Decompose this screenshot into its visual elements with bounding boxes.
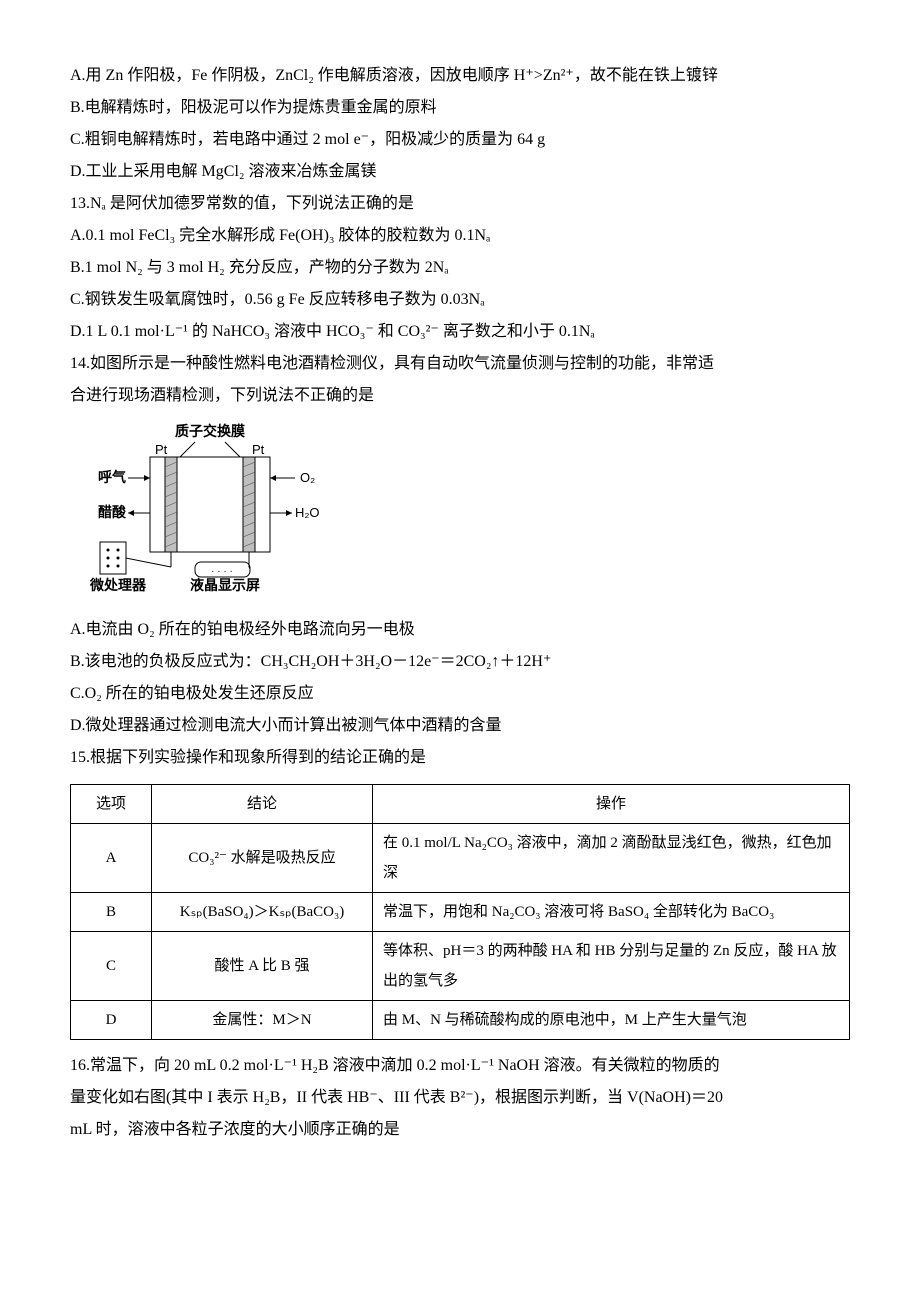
q13-c: C.钢铁发生吸氧腐蚀时，0.56 g Fe 反应转移电子数为 0.03Nₐ bbox=[70, 284, 850, 316]
o2-label: O₂ bbox=[300, 470, 315, 485]
cpu-label: 微处理器 bbox=[89, 577, 147, 592]
q16-1: 16.常温下，向 20 mL 0.2 mol·L⁻¹ H₂B 溶液中滴加 0.2… bbox=[70, 1050, 850, 1082]
q16-3: mL 时，溶液中各粒子浓度的大小顺序正确的是 bbox=[70, 1114, 850, 1146]
th-opt: 选项 bbox=[71, 785, 152, 824]
q16-2: 量变化如右图(其中 I 表示 H₂B，II 代表 HB⁻、III 代表 B²⁻)… bbox=[70, 1082, 850, 1114]
acid-label: 醋酸 bbox=[98, 504, 127, 520]
q14-stem-1: 14.如图所示是一种酸性燃料电池酒精检测仪，具有自动吹气流量侦测与控制的功能，非… bbox=[70, 348, 850, 380]
option-b: B.电解精炼时，阳极泥可以作为提炼贵重金属的原料 bbox=[70, 92, 850, 124]
fuel-cell-diagram: 质子交换膜 Pt Pt 呼气 醋酸 O₂ bbox=[70, 422, 850, 604]
th-concl: 结论 bbox=[152, 785, 373, 824]
q13-a: A.0.1 mol FeCl₃ 完全水解形成 Fe(OH)₃ 胶体的胶粒数为 0… bbox=[70, 220, 850, 252]
pt-left: Pt bbox=[155, 442, 168, 457]
cell-opt: D bbox=[71, 1001, 152, 1040]
q15-table: 选项 结论 操作 A CO₃²⁻ 水解是吸热反应 在 0.1 mol/L Na₂… bbox=[70, 784, 850, 1040]
cell-oper: 由 M、N 与稀硫酸构成的原电池中，M 上产生大量气泡 bbox=[373, 1001, 850, 1040]
option-d: D.工业上采用电解 MgCl₂ 溶液来冶炼金属镁 bbox=[70, 156, 850, 188]
cell-concl: 酸性 A 比 B 强 bbox=[152, 932, 373, 1001]
cell-opt: B bbox=[71, 893, 152, 932]
pt-right: Pt bbox=[252, 442, 265, 457]
table-row: D 金属性：M＞N 由 M、N 与稀硫酸构成的原电池中，M 上产生大量气泡 bbox=[71, 1001, 850, 1040]
cell-opt: C bbox=[71, 932, 152, 1001]
cell-oper: 等体积、pH＝3 的两种酸 HA 和 HB 分别与足量的 Zn 反应，酸 HA … bbox=[373, 932, 850, 1001]
cell-oper: 常温下，用饱和 Na₂CO₃ 溶液可将 BaSO₄ 全部转化为 BaCO₃ bbox=[373, 893, 850, 932]
q15-stem: 15.根据下列实验操作和现象所得到的结论正确的是 bbox=[70, 742, 850, 774]
q14-stem-2: 合进行现场酒精检测，下列说法不正确的是 bbox=[70, 380, 850, 412]
h2o-label: H₂O bbox=[295, 505, 320, 520]
cell-concl: CO₃²⁻ 水解是吸热反应 bbox=[152, 824, 373, 893]
table-row: A CO₃²⁻ 水解是吸热反应 在 0.1 mol/L Na₂CO₃ 溶液中，滴… bbox=[71, 824, 850, 893]
cell-concl: 金属性：M＞N bbox=[152, 1001, 373, 1040]
option-a: A.用 Zn 作阳极，Fe 作阴极，ZnCl₂ 作电解质溶液，因放电顺序 H⁺>… bbox=[70, 60, 850, 92]
cell-oper: 在 0.1 mol/L Na₂CO₃ 溶液中，滴加 2 滴酚酞显浅红色，微热，红… bbox=[373, 824, 850, 893]
q14-d: D.微处理器通过检测电流大小而计算出被测气体中酒精的含量 bbox=[70, 710, 850, 742]
table-row: C 酸性 A 比 B 强 等体积、pH＝3 的两种酸 HA 和 HB 分别与足量… bbox=[71, 932, 850, 1001]
q14-c: C.O₂ 所在的铂电极处发生还原反应 bbox=[70, 678, 850, 710]
th-oper: 操作 bbox=[373, 785, 850, 824]
q13-d: D.1 L 0.1 mol·L⁻¹ 的 NaHCO₃ 溶液中 HCO₃⁻ 和 C… bbox=[70, 316, 850, 348]
q13-stem: 13.Nₐ 是阿伏加德罗常数的值，下列说法正确的是 bbox=[70, 188, 850, 220]
lcd-label: 液晶显示屏 bbox=[190, 577, 260, 592]
q14-b: B.该电池的负极反应式为：CH₃CH₂OH＋3H₂O－12e⁻＝2CO₂↑＋12… bbox=[70, 646, 850, 678]
table-row: B Kₛₚ(BaSO₄)＞Kₛₚ(BaCO₃) 常温下，用饱和 Na₂CO₃ 溶… bbox=[71, 893, 850, 932]
membrane-label: 质子交换膜 bbox=[175, 423, 245, 439]
q13-b: B.1 mol N₂ 与 3 mol H₂ 充分反应，产物的分子数为 2Nₐ bbox=[70, 252, 850, 284]
option-c: C.粗铜电解精炼时，若电路中通过 2 mol e⁻，阳极减少的质量为 64 g bbox=[70, 124, 850, 156]
svg-text:· · · ·: · · · · bbox=[211, 566, 233, 577]
cell-opt: A bbox=[71, 824, 152, 893]
breath-label: 呼气 bbox=[98, 469, 126, 485]
cell-concl: Kₛₚ(BaSO₄)＞Kₛₚ(BaCO₃) bbox=[152, 893, 373, 932]
q14-a: A.电流由 O₂ 所在的铂电极经外电路流向另一电极 bbox=[70, 614, 850, 646]
